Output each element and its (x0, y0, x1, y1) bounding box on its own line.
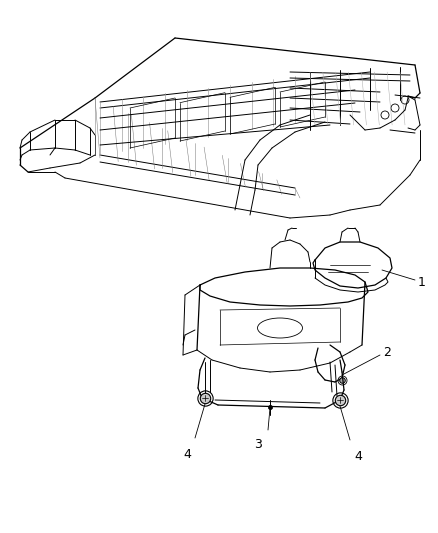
Text: 2: 2 (382, 346, 390, 359)
Text: 1: 1 (417, 276, 425, 288)
Text: 3: 3 (254, 438, 261, 451)
Text: 4: 4 (183, 448, 191, 461)
Text: 4: 4 (353, 450, 361, 463)
